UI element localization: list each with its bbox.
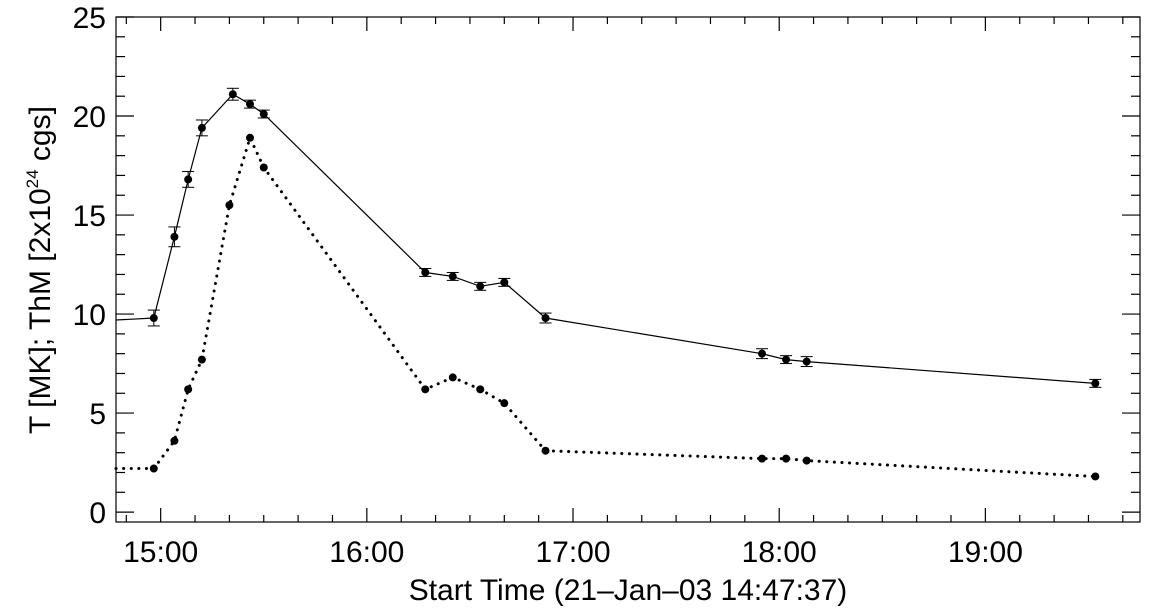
data-point: [149, 464, 158, 473]
data-point: [802, 456, 811, 465]
data-point: [259, 110, 268, 119]
axis-ticks: [116, 16, 1140, 522]
x-tick-label: 17:00: [535, 536, 610, 569]
y-tick-label: 10: [73, 299, 106, 332]
series-line-solid: [115, 93, 1096, 384]
y-axis-label: T [MK]; ThM [2x1024 cgs]: [23, 106, 57, 434]
data-point: [197, 123, 206, 132]
series-line-dotted: [114, 133, 1097, 478]
series-group: [114, 87, 1102, 481]
data-point: [500, 399, 509, 408]
y-tick-label: 25: [73, 2, 106, 35]
data-point: [197, 355, 206, 364]
y-tick-label: 15: [73, 200, 106, 233]
y-tick-label: 20: [73, 101, 106, 134]
data-point: [184, 385, 193, 394]
data-point: [170, 436, 179, 445]
data-point: [228, 90, 237, 99]
y-tick-label: 5: [89, 398, 106, 431]
data-point: [476, 282, 485, 291]
data-point: [170, 232, 179, 241]
y-axis-label-part-b: cgs]: [24, 106, 57, 169]
data-point: [1091, 472, 1100, 481]
y-tick-label: 0: [89, 497, 106, 530]
data-point: [500, 278, 509, 287]
data-point: [421, 385, 430, 394]
data-point: [184, 175, 193, 184]
x-tick-labels: 15:00 16:00 17:00 18:00 19:00: [123, 536, 1023, 569]
data-point: [1091, 379, 1100, 388]
x-tick-label: 19:00: [948, 536, 1023, 569]
y-axis-label-part-a: T [MK]; ThM [2x10: [24, 188, 57, 434]
x-tick-label: 15:00: [123, 536, 198, 569]
x-axis-label: Start Time (21–Jan–03 14:47:37): [409, 574, 848, 607]
data-point: [225, 201, 234, 210]
data-point: [758, 349, 767, 358]
data-point: [448, 373, 457, 382]
data-point: [541, 446, 550, 455]
y-axis-label-superscript: 24: [23, 169, 42, 188]
data-point: [541, 314, 550, 323]
data-point: [758, 454, 767, 463]
plot-frame: [115, 16, 1141, 523]
data-point: [149, 314, 158, 323]
data-point: [476, 385, 485, 394]
x-tick-label: 18:00: [742, 536, 817, 569]
data-point: [782, 454, 791, 463]
data-point: [421, 268, 430, 277]
x-tick-label: 16:00: [329, 536, 404, 569]
data-point: [259, 163, 268, 172]
data-point: [802, 357, 811, 366]
data-point: [246, 133, 255, 142]
data-point: [448, 272, 457, 281]
y-tick-labels: 0 5 10 15 20 25: [73, 2, 106, 530]
data-point: [782, 355, 791, 364]
data-point: [246, 100, 255, 109]
